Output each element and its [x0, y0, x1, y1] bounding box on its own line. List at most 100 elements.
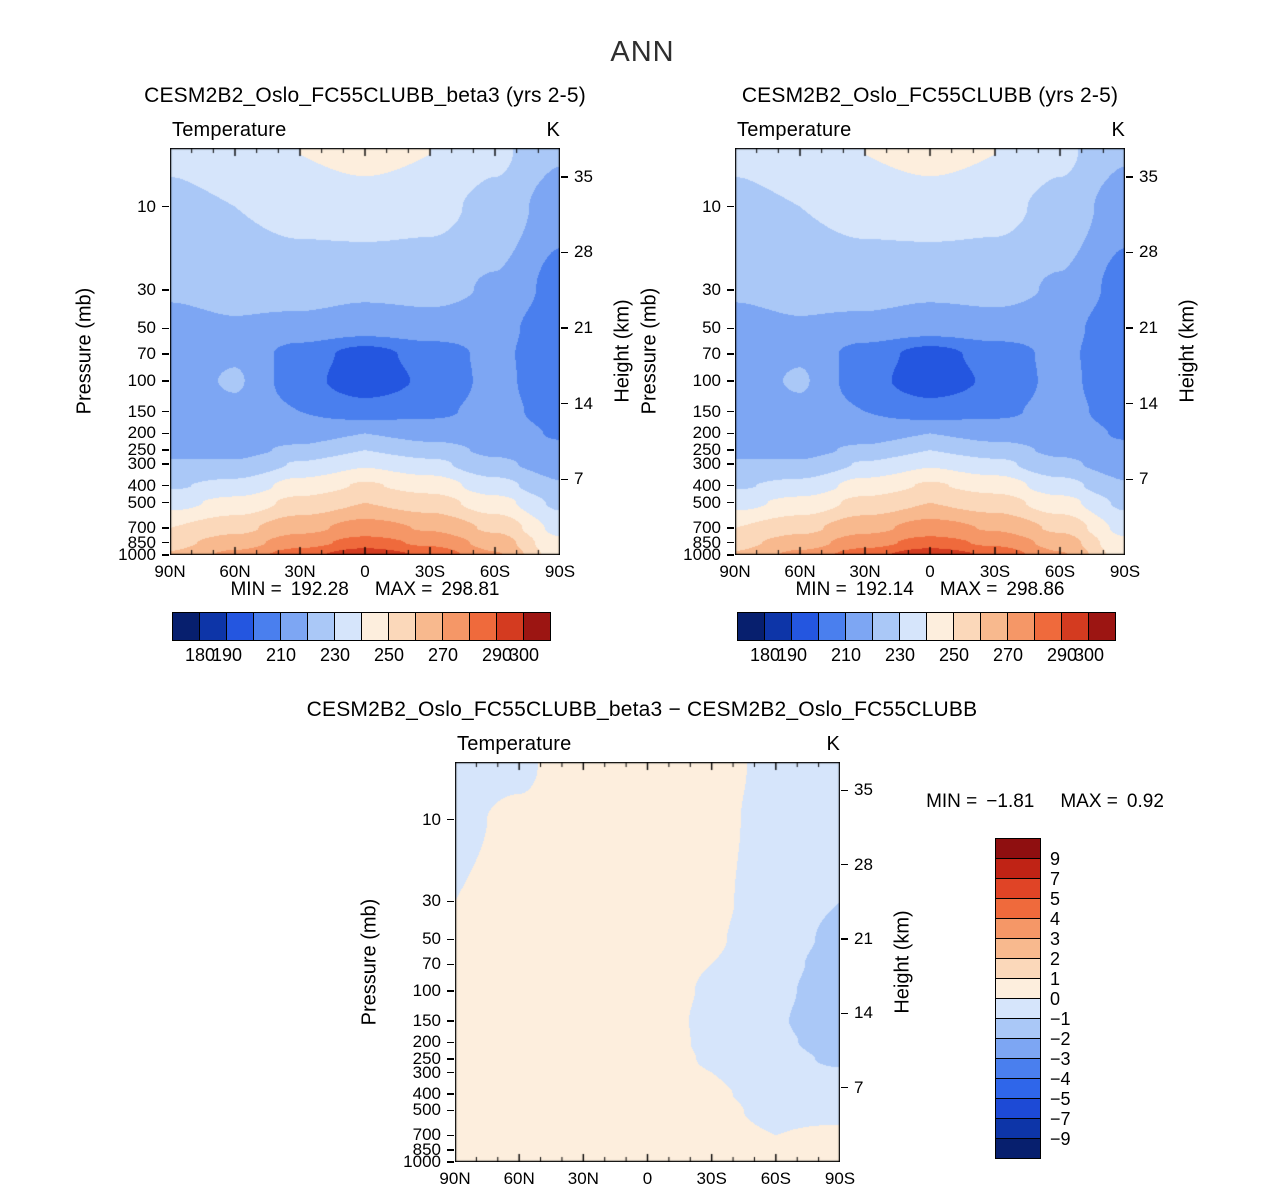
- colorbar-cell: [361, 612, 389, 641]
- colorbar-cell: [172, 612, 200, 641]
- height-tick: [841, 863, 848, 866]
- pressure-tick-label: 300: [692, 453, 721, 473]
- pressure-tick: [162, 205, 169, 208]
- colorbar-tick-label: 230: [319, 645, 351, 665]
- pressure-tick: [447, 1093, 454, 1095]
- colorbar-tick-label: 190: [211, 645, 243, 665]
- lat-tick-label: 90S: [824, 1169, 856, 1188]
- colorbar-cell: [334, 612, 362, 641]
- colorbar-cell: [980, 612, 1008, 641]
- colorbar-cell: [307, 612, 335, 641]
- max-value: 0.92: [1126, 791, 1164, 812]
- height-tick-label: 28: [574, 242, 593, 262]
- pressure-tick-label: 850: [412, 1139, 441, 1159]
- pressure-axis-title-right: Pressure (mb): [638, 287, 661, 415]
- colorbar-tick-label: 190: [776, 645, 808, 665]
- pressure-tick-label: 30: [422, 891, 441, 911]
- lat-tick-label: 0: [642, 1169, 653, 1188]
- pressure-tick-label: 100: [127, 370, 156, 390]
- height-tick-label: 21: [574, 318, 593, 338]
- colorbar-cell: [995, 878, 1041, 899]
- min-label: MIN =: [795, 579, 847, 600]
- pressure-tick: [727, 432, 734, 435]
- panel-right-variable-label: Temperature: [737, 119, 852, 141]
- lat-tick-label: 0: [360, 562, 370, 581]
- height-tick-label: 14: [1139, 393, 1158, 413]
- pressure-tick-label: 150: [412, 1010, 441, 1030]
- temperature-colorbar-right: [737, 612, 1116, 641]
- pressure-tick: [162, 527, 169, 529]
- colorbar-cell: [995, 1118, 1041, 1139]
- pressure-tick-label: 500: [127, 492, 156, 512]
- pressure-tick: [447, 818, 454, 821]
- pressure-tick: [162, 289, 169, 291]
- colorbar-cell: [764, 612, 792, 641]
- colorbar-cell: [496, 612, 524, 641]
- pressure-tick: [162, 484, 169, 487]
- pressure-tick-label: 400: [127, 475, 156, 495]
- colorbar-tick-label: 4: [1050, 909, 1061, 929]
- pressure-tick-label: 850: [692, 532, 721, 552]
- colorbar-tick-label: −4: [1050, 1069, 1071, 1089]
- height-tick: [561, 327, 568, 329]
- colorbar-cell: [199, 612, 227, 641]
- colorbar-cell: [818, 612, 846, 641]
- height-tick-label: 14: [574, 393, 593, 413]
- pressure-tick: [727, 205, 734, 208]
- pressure-tick-label: 400: [412, 1083, 441, 1103]
- pressure-tick: [162, 380, 169, 382]
- pressure-tick-label: 200: [692, 423, 721, 443]
- pressure-tick: [727, 501, 734, 504]
- pressure-tick-label: 10: [137, 196, 156, 216]
- colorbar-cell: [995, 838, 1041, 859]
- colorbar-tick-label: 300: [1073, 645, 1105, 665]
- panel-difference-title: CESM2B2_Oslo_FC55CLUBB_beta3 − CESM2B2_O…: [306, 698, 978, 721]
- pressure-tick: [447, 1134, 454, 1137]
- pressure-tick: [447, 938, 454, 941]
- colorbar-tick-label: 180: [184, 645, 216, 665]
- colorbar-tick-label: 300: [508, 645, 540, 665]
- panel-left-title: CESM2B2_Oslo_FC55CLUBB_beta3 (yrs 2-5): [144, 84, 586, 107]
- colorbar-cell: [872, 612, 900, 641]
- colorbar-cell: [995, 1018, 1041, 1039]
- pressure-tick-label: 300: [412, 1062, 441, 1082]
- lat-tick-label: 0: [925, 562, 935, 581]
- pressure-tick: [447, 1020, 454, 1022]
- colorbar-cell: [995, 1138, 1041, 1159]
- pressure-tick: [162, 501, 169, 504]
- height-tick: [1126, 176, 1133, 178]
- colorbar-cell: [1088, 612, 1116, 641]
- lat-tick-label: 30N: [567, 1169, 599, 1188]
- colorbar-cell: [280, 612, 308, 641]
- pressure-tick: [162, 353, 169, 355]
- colorbar-cell: [926, 612, 954, 641]
- height-tick: [1126, 402, 1133, 405]
- height-tick-label: 7: [854, 1077, 864, 1097]
- season-title: ANN: [610, 36, 675, 68]
- pressure-tick-label: 150: [127, 401, 156, 421]
- pressure-tick-label: 700: [127, 518, 156, 538]
- lat-tick-label: 60S: [1044, 562, 1076, 581]
- lat-tick-label: 30N: [284, 562, 316, 581]
- contour-plot-difference: [455, 762, 840, 1162]
- colorbar-cell: [226, 612, 254, 641]
- pressure-tick: [727, 327, 734, 330]
- colorbar-tick-label: −7: [1050, 1109, 1071, 1129]
- pressure-tick: [727, 449, 734, 451]
- panel-difference-variable-label: Temperature: [457, 733, 572, 755]
- colorbar-tick-label: −3: [1050, 1049, 1071, 1069]
- pressure-tick-label: 250: [127, 440, 156, 460]
- height-axis-title-right: Height (km): [1176, 299, 1199, 403]
- panel-left-variable-label: Temperature: [172, 119, 287, 141]
- colorbar-cell: [1034, 612, 1062, 641]
- pressure-tick-label: 200: [127, 423, 156, 443]
- colorbar-tick-label: 230: [884, 645, 916, 665]
- panel-right-title: CESM2B2_Oslo_FC55CLUBB (yrs 2-5): [741, 84, 1119, 107]
- lat-tick-label: 30N: [849, 562, 881, 581]
- pressure-tick-label: 200: [412, 1032, 441, 1052]
- pressure-tick-label: 70: [137, 343, 156, 363]
- contour-plot-left: [170, 148, 560, 555]
- colorbar-cell: [253, 612, 281, 641]
- lat-tick-label: 90N: [154, 562, 186, 581]
- pressure-tick-label: 50: [422, 929, 441, 949]
